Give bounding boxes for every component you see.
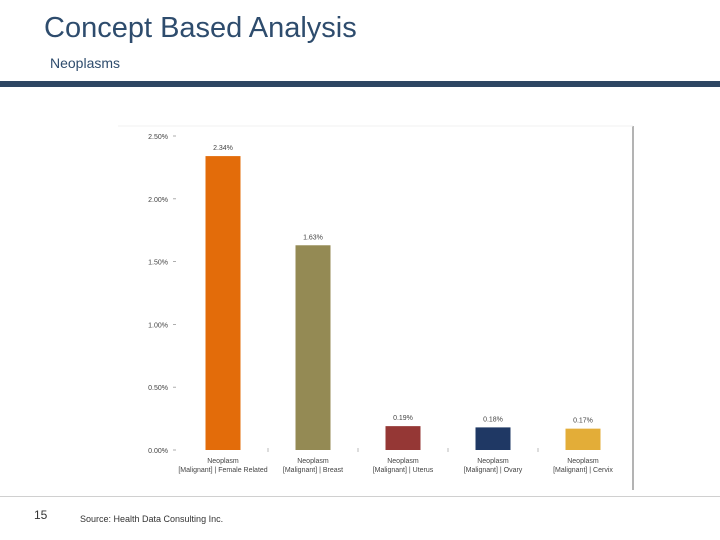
category-label: [Malignant] | Female Related	[178, 467, 267, 474]
category-label: Neoplasm	[297, 458, 329, 465]
data-label: 0.18%	[483, 416, 503, 423]
category-label: Neoplasm	[207, 458, 239, 465]
bar-chart: 0.00% 0.50% 1.00% 1.50% 2.00% 2.50% 2.34% Neopl…	[110, 120, 640, 492]
category-label: [Malignant] | Breast	[283, 467, 343, 474]
category-label: [Malignant] | Uterus	[373, 467, 434, 474]
data-label: 0.19%	[393, 415, 413, 422]
y-tick-label: 0.50%	[148, 385, 168, 392]
y-tick-label: 1.50%	[148, 260, 168, 267]
header-rule	[0, 81, 720, 87]
page-subtitle: Neoplasms	[50, 55, 121, 71]
category-label: [Malignant] | Ovary	[464, 467, 523, 474]
bar	[475, 427, 511, 450]
page-number: 15	[34, 508, 48, 522]
bar	[385, 426, 421, 450]
bar	[565, 428, 601, 450]
data-label: 1.63%	[303, 234, 323, 241]
bar	[205, 156, 241, 450]
category-label: Neoplasm	[387, 458, 419, 465]
source-note: Source: Health Data Consulting Inc.	[80, 514, 224, 524]
category-label: [Malignant] | Cervix	[553, 467, 613, 474]
footer-divider	[0, 496, 720, 497]
y-tick-label: 2.50%	[148, 134, 168, 141]
page-title: Concept Based Analysis	[44, 12, 357, 44]
category-label: Neoplasm	[567, 458, 599, 465]
data-label: 2.34%	[213, 145, 233, 152]
chart-svg: 0.00% 0.50% 1.00% 1.50% 2.00% 2.50% 2.34% Neopl…	[118, 125, 634, 490]
y-tick-label: 2.00%	[148, 197, 168, 204]
y-tick-label: 1.00%	[148, 322, 168, 329]
category-label: Neoplasm	[477, 458, 509, 465]
bar	[295, 245, 331, 450]
y-tick-label: 0.00%	[148, 448, 168, 455]
data-label: 0.17%	[573, 418, 593, 425]
